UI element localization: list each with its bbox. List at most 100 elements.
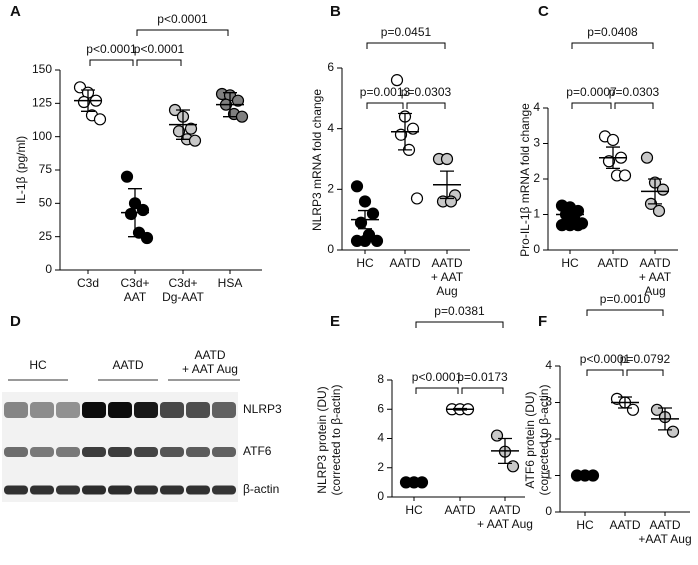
blot-band — [160, 447, 184, 457]
error-bar — [128, 188, 142, 238]
blot-band — [186, 447, 210, 457]
data-point — [370, 234, 384, 247]
x-tick-label: AATD + AAT Aug — [477, 503, 533, 531]
significance-label: p=0.0381 — [434, 304, 485, 318]
y-tick-label: 0 — [327, 242, 334, 256]
x-tick-label: HC — [356, 256, 374, 270]
blot-row-label: NLRP3 — [243, 402, 282, 416]
significance-label: p=0.0303 — [401, 85, 452, 99]
significance-bracket — [406, 102, 446, 109]
significance-label: p<0.0001 — [86, 42, 137, 56]
blot-band — [4, 402, 28, 418]
significance-label: p<0.0001 — [134, 42, 185, 56]
blot-band — [82, 447, 106, 457]
x-tick-label: HSA — [218, 276, 243, 290]
y-tick-label: 0 — [377, 489, 384, 503]
x-tick-label: AATD + AAT Aug — [431, 256, 464, 298]
data-point — [172, 125, 186, 138]
data-point — [231, 94, 245, 107]
data-point — [120, 170, 134, 183]
y-tick-label: 8 — [377, 372, 384, 386]
blot-band — [56, 402, 80, 418]
blot-band — [108, 447, 132, 457]
significance-label: p=0.0173 — [457, 370, 508, 384]
y-axis-label: NLRP3 mRNA fold change — [310, 89, 324, 231]
significance-bracket — [461, 387, 504, 394]
blot-band — [56, 447, 80, 457]
x-tick-label: AATD + AAT Aug — [639, 256, 672, 298]
panel: C Pro-IL-1β mRNA fold change 0 1 2 3 4 HC AATD AA… — [518, 3, 678, 298]
significance-bracket — [614, 102, 654, 109]
blot-band — [134, 447, 158, 457]
blot-band — [186, 485, 210, 495]
data-point — [650, 403, 664, 416]
significance-bracket — [366, 102, 404, 109]
error-bar — [398, 112, 412, 151]
data-point — [136, 203, 150, 217]
blot-band — [134, 402, 158, 418]
y-axis-label: Pro-IL-1β mRNA fold change — [518, 103, 532, 257]
error-bar — [648, 178, 662, 205]
significance-label: p=0.0792 — [620, 352, 671, 366]
y-axis-label: NLRP3 protein (DU)(corrected to β-actin) — [315, 385, 343, 496]
blot-band — [212, 447, 236, 457]
data-point — [666, 425, 680, 438]
x-tick-label: HC — [405, 503, 423, 517]
y-tick-label: 0 — [45, 262, 52, 276]
y-tick-label: 2 — [327, 182, 334, 196]
significance-bracket — [366, 42, 446, 49]
x-tick-label: AATD — [597, 256, 628, 270]
data-point — [140, 231, 154, 245]
blot-band — [4, 447, 28, 457]
blot-band — [56, 485, 80, 495]
y-tick-label: 4 — [545, 358, 552, 372]
y-tick-label: 6 — [327, 60, 334, 74]
y-axis-label: ATF6 protein (DU)(corrected to β-actin) — [523, 385, 551, 496]
data-point — [618, 169, 632, 182]
panel-letter: D — [10, 313, 21, 330]
panel-letter: E — [330, 313, 340, 330]
error-bar — [498, 437, 512, 465]
y-tick-label: 125 — [32, 96, 52, 110]
data-point — [440, 152, 454, 166]
x-tick-label: AATD — [444, 503, 475, 517]
significance-bracket — [89, 59, 134, 66]
y-tick-label: 0 — [533, 242, 540, 256]
data-point — [490, 429, 504, 442]
panel-letter: C — [538, 3, 549, 20]
blot-band — [160, 485, 184, 495]
data-point — [606, 133, 620, 147]
data-point — [640, 151, 654, 164]
significance-label: p=0.0451 — [381, 25, 432, 39]
error-bar — [658, 407, 672, 431]
panel: E NLRP3 protein (DU)(corrected to β-actin… — [315, 304, 533, 531]
y-tick-label: 4 — [533, 100, 540, 114]
data-point — [652, 204, 666, 218]
significance-bracket — [415, 321, 504, 328]
data-point — [77, 95, 91, 109]
western-blot: D HC AATD AATD + AAT Aug NLRP3 ATF6 β-act… — [2, 313, 282, 502]
error-bar — [606, 146, 620, 169]
blot-band — [108, 485, 132, 495]
data-point — [506, 460, 520, 473]
blot-band — [30, 485, 54, 495]
data-point — [602, 155, 616, 168]
significance-bracket — [136, 59, 182, 66]
significance-bracket — [626, 369, 664, 376]
x-tick-label: AATD — [389, 256, 420, 270]
significance-label: p=0.0013 — [360, 85, 411, 99]
x-tick-label: HC — [576, 518, 594, 532]
y-tick-label: 25 — [39, 229, 53, 243]
blot-band — [30, 402, 54, 418]
error-bar — [81, 89, 95, 112]
blot-band — [212, 485, 236, 495]
significance-bracket — [571, 102, 612, 109]
error-bar — [453, 407, 467, 411]
blot-band — [30, 447, 54, 457]
error-bar — [440, 170, 454, 200]
error-bar — [176, 109, 190, 140]
panel: A IL-1β (pg/ml) 0 25 50 75 100 125 150 C3d C3d+ AAT… — [10, 3, 262, 304]
data-point — [390, 74, 404, 87]
data-point — [571, 219, 585, 232]
y-tick-label: 100 — [32, 129, 52, 143]
